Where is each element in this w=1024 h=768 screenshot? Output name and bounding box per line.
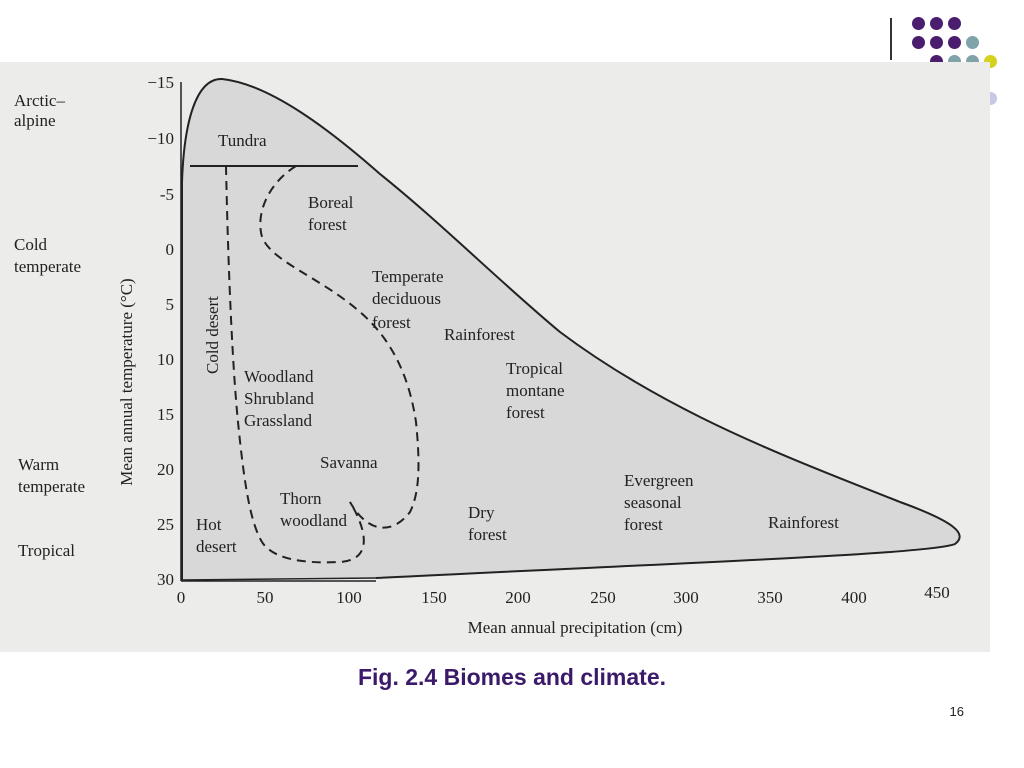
y-tick: -5 <box>160 185 174 204</box>
y-axis-label: Mean annual temperature (°C) <box>117 278 136 485</box>
biome-thorn-line1: Thorn <box>280 489 322 508</box>
x-axis-label: Mean annual precipitation (cm) <box>468 618 683 637</box>
zone-warm-temperate-line2: temperate <box>18 477 85 496</box>
biome-rainforest-temperate: Rainforest <box>444 325 515 344</box>
biome-evergreen-line1: Evergreen <box>624 471 694 490</box>
biome-hot-desert-line2: desert <box>196 537 237 556</box>
y-tick: 30 <box>157 570 174 589</box>
x-tick: 50 <box>257 588 274 607</box>
page-number: 16 <box>949 704 964 719</box>
zone-cold-temperate-line1: Cold <box>14 235 48 254</box>
biome-hot-desert-line1: Hot <box>196 515 222 534</box>
biome-woodland-line3: Grassland <box>244 411 312 430</box>
dot <box>930 17 943 30</box>
biome-thorn-line2: woodland <box>280 511 348 530</box>
y-tick: 15 <box>157 405 174 424</box>
biome-woodland-line2: Shrubland <box>244 389 314 408</box>
x-tick: 150 <box>421 588 447 607</box>
x-tick: 400 <box>841 588 867 607</box>
biome-rainforest-tropical: Rainforest <box>768 513 839 532</box>
biome-boreal-line1: Boreal <box>308 193 354 212</box>
biome-tropical-montane-line1: Tropical <box>506 359 563 378</box>
zone-arctic-alpine-line1: Arctic– <box>14 91 65 110</box>
cold-desert-boundary <box>225 165 365 564</box>
zone-arctic-alpine-line2: alpine <box>14 111 56 130</box>
biome-tropical-montane-line3: forest <box>506 403 545 422</box>
biome-woodland-line1: Woodland <box>244 367 314 386</box>
divider-line <box>890 18 892 60</box>
biome-boreal-line2: forest <box>308 215 347 234</box>
dot <box>966 36 979 49</box>
y-tick: −15 <box>147 73 174 92</box>
biome-evergreen-line2: seasonal <box>624 493 682 512</box>
biome-temperate-deciduous-line1: Temperate <box>372 267 444 286</box>
dot <box>930 36 943 49</box>
biome-cold-desert: Cold desert <box>203 296 222 374</box>
x-tick: 250 <box>590 588 616 607</box>
dot <box>948 36 961 49</box>
zone-warm-temperate-line1: Warm <box>18 455 59 474</box>
biome-tundra: Tundra <box>218 131 267 150</box>
biome-envelope <box>181 77 961 580</box>
biome-temperate-deciduous-line3: forest <box>372 313 411 332</box>
x-tick: 300 <box>673 588 699 607</box>
y-tick: 5 <box>166 295 175 314</box>
biome-dry-forest-line1: Dry <box>468 503 495 522</box>
x-tick: 450 <box>924 583 950 602</box>
biome-evergreen-line3: forest <box>624 515 663 534</box>
x-tick: 200 <box>505 588 531 607</box>
biome-savanna: Savanna <box>320 453 378 472</box>
x-tick: 100 <box>336 588 362 607</box>
y-tick: 0 <box>166 240 175 259</box>
woodland-boundary <box>259 165 420 529</box>
y-tick: 20 <box>157 460 174 479</box>
x-tick: 0 <box>177 588 186 607</box>
dot <box>948 17 961 30</box>
y-tick: −10 <box>147 129 174 148</box>
x-tick: 350 <box>757 588 783 607</box>
y-tick: 25 <box>157 515 174 534</box>
biome-tropical-montane-line2: montane <box>506 381 565 400</box>
biome-dry-forest-line2: forest <box>468 525 507 544</box>
biome-temperate-deciduous-line2: deciduous <box>372 289 441 308</box>
zone-tropical: Tropical <box>18 541 75 560</box>
y-tick: 10 <box>157 350 174 369</box>
zone-cold-temperate-line2: temperate <box>14 257 81 276</box>
figure-caption: Fig. 2.4 Biomes and climate. <box>357 664 667 690</box>
dot <box>912 17 925 30</box>
biome-climate-diagram: −15 −10 -5 0 5 10 15 20 25 30 0 50 100 1… <box>14 73 961 637</box>
dot <box>912 36 925 49</box>
bottom-edge <box>181 577 377 581</box>
